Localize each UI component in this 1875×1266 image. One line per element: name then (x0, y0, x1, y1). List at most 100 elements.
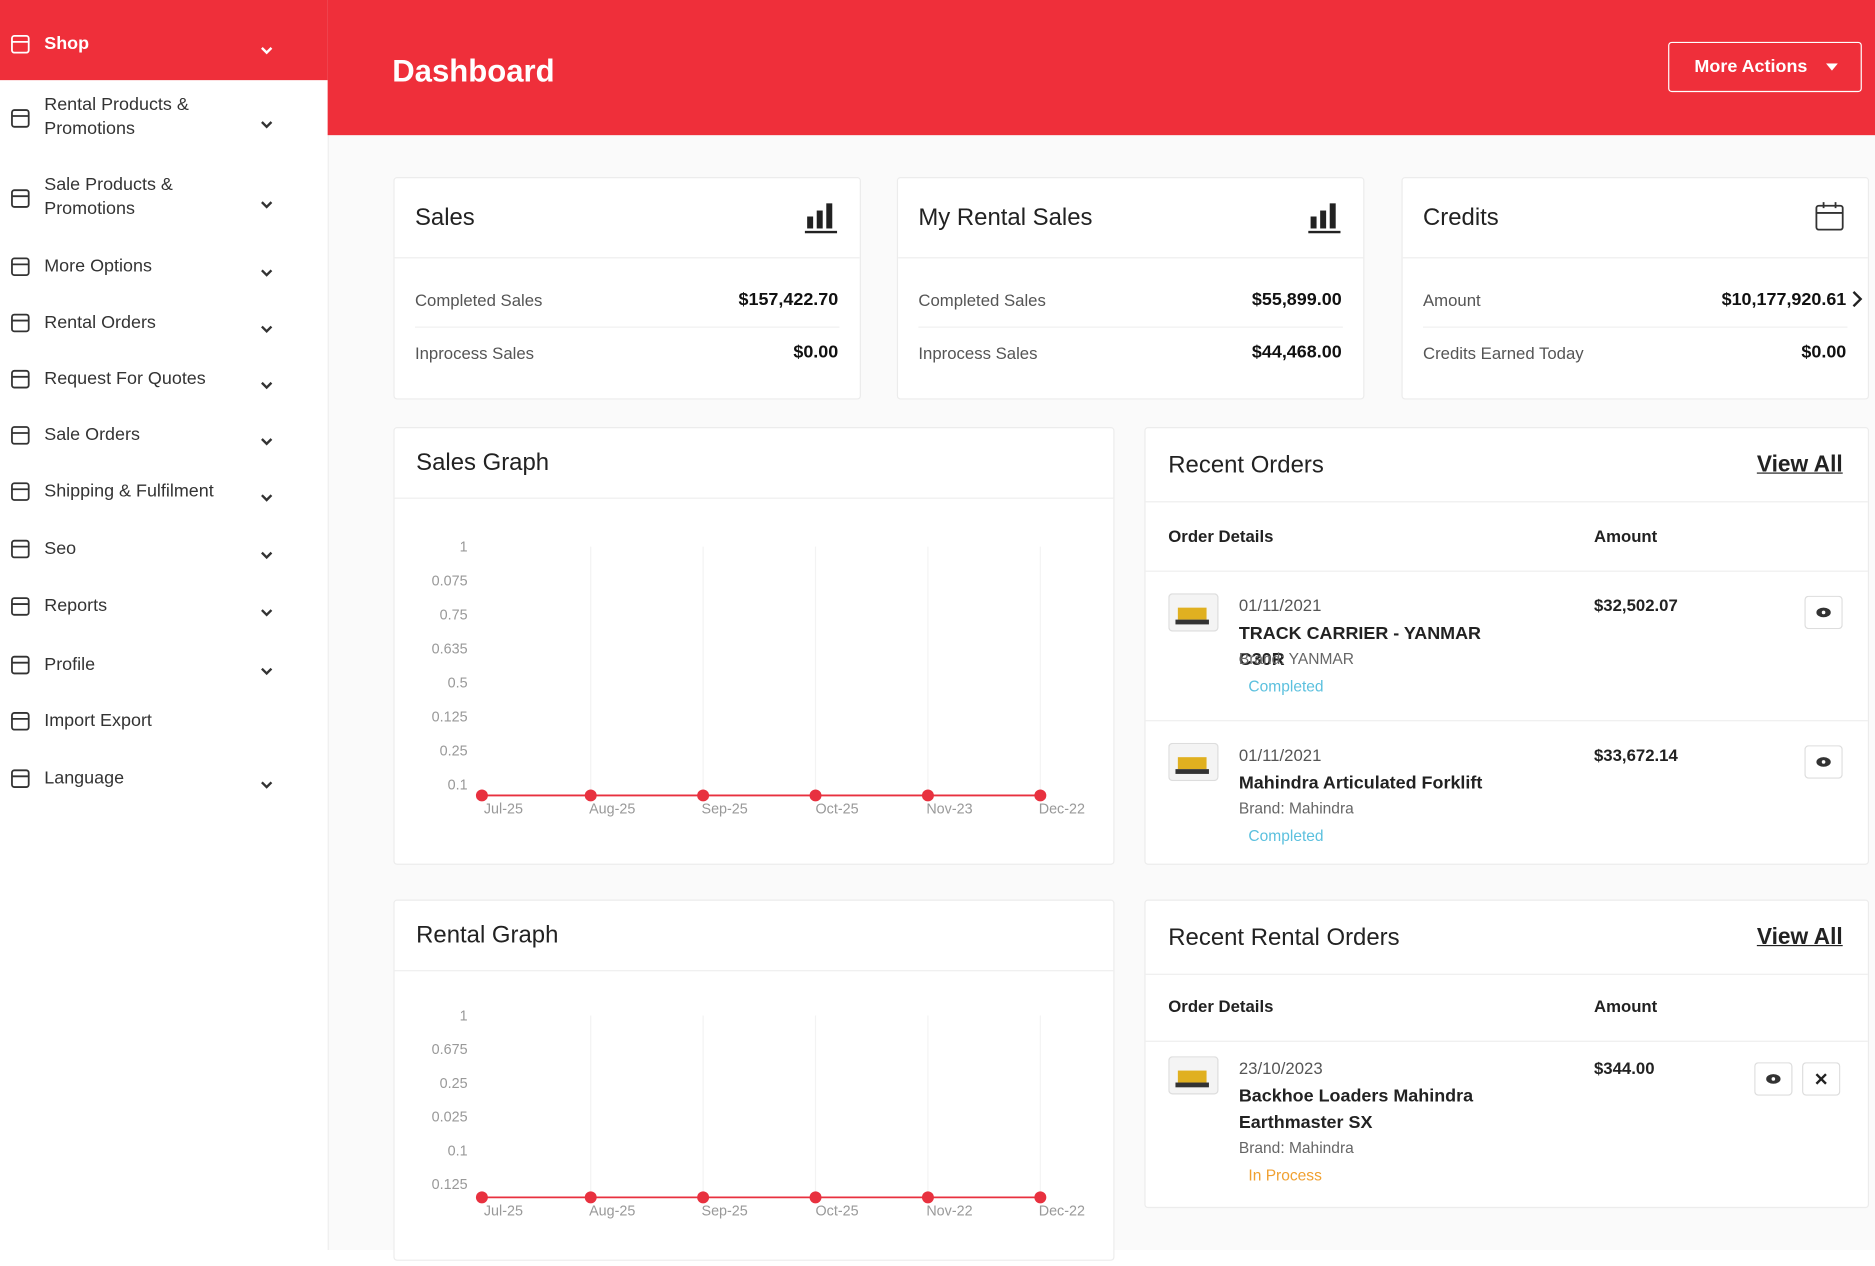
sidebar-item[interactable]: Sale Products & Promotions (0, 170, 328, 227)
graph: 1 0.075 0.75 0.635 0.5 0.125 0.25 0.1 Jul-25 Aug-… (432, 539, 1085, 817)
product-thumbnail (1168, 1056, 1219, 1095)
item-label: Sale Orders (44, 424, 140, 445)
y-tick-label: 0.75 (440, 607, 468, 623)
row-value: $10,177,920.61 (1721, 289, 1847, 310)
column-header: Order Details (1168, 996, 1274, 1016)
data-point (584, 789, 597, 802)
chevron (261, 381, 273, 390)
order-brand: Brand: YANMAR (1238, 649, 1355, 668)
sidebar-item[interactable]: Request For Quotes (0, 350, 328, 407)
view-button[interactable] (1804, 595, 1843, 630)
row-value: $157,422.70 (738, 289, 839, 310)
data-point (475, 789, 488, 802)
view-button[interactable] (1804, 745, 1843, 779)
order-status: Completed (1248, 826, 1324, 845)
card-icon (1308, 203, 1341, 234)
item-icon (11, 189, 30, 208)
data-point (809, 1191, 822, 1204)
item-label: More Options (44, 255, 152, 277)
x-tick-label: Sep-25 (702, 801, 748, 817)
sidebar-item[interactable]: Language (0, 750, 328, 807)
orders-card: Recent Orders View All Order Details Amount… (1144, 427, 1870, 865)
chevron (261, 667, 273, 676)
view-all-link[interactable]: View All (1756, 924, 1843, 950)
sidebar-item[interactable]: Rental Products & Promotions (0, 90, 328, 147)
order-amount: $33,672.14 (1593, 745, 1678, 765)
column-header: Amount (1593, 526, 1658, 546)
card-title: My Rental Sales (918, 204, 1093, 231)
divider (1402, 257, 1868, 259)
sidebar-item[interactable]: Shop (0, 16, 328, 73)
item-icon (11, 426, 30, 445)
item-icon (11, 597, 30, 616)
product-thumbnail (1168, 593, 1219, 632)
y-tick-label: 0.1 (448, 1143, 468, 1159)
y-tick-label: 0.125 (432, 709, 468, 725)
x-tick-label: Aug-25 (589, 801, 635, 817)
view-all-link[interactable]: View All (1756, 452, 1843, 478)
button-label: More Actions (1694, 56, 1808, 77)
sidebar-item[interactable]: Sale Orders (0, 407, 328, 464)
divider (898, 257, 1364, 259)
item-label: Rental Orders (44, 312, 156, 333)
divider (1145, 720, 1868, 722)
sidebar-item[interactable]: Shipping & Fulfilment (0, 463, 328, 520)
item-icon (11, 539, 30, 559)
card-title: Credits (1422, 204, 1499, 231)
sidebar-item[interactable]: Reports (0, 578, 328, 635)
divider (394, 497, 1114, 499)
row-value: $44,468.00 (1251, 342, 1342, 363)
chevron (261, 201, 273, 209)
sidebar-item[interactable]: Rental Orders (0, 294, 328, 351)
order-date: 01/11/2021 (1238, 745, 1322, 765)
graph-title: Sales Graph (416, 449, 550, 477)
card-icon (804, 203, 838, 234)
divider (1145, 1040, 1868, 1042)
view-button[interactable] (1754, 1062, 1793, 1096)
product-thumbnail (1168, 742, 1219, 782)
card-icon (1815, 202, 1844, 231)
order-amount: $344.00 (1593, 1058, 1655, 1078)
row-label: Completed Sales (918, 290, 1046, 310)
y-tick-label: 0.1 (448, 777, 468, 793)
sidebar-item[interactable]: More Options (0, 238, 328, 295)
x-tick-label: Nov-22 (926, 1203, 972, 1219)
y-tick-label: 0.025 (432, 1110, 468, 1126)
column-header: Amount (1593, 996, 1658, 1016)
graph-title: Rental Graph (416, 922, 559, 949)
header-bar: Dashboard More Actions (327, 0, 1875, 136)
orders-card: Recent Rental Orders View All Order Detail… (1144, 899, 1870, 1209)
item-label: Rental Products & Promotions (44, 94, 189, 139)
sidebar-item[interactable]: Import Export (0, 693, 328, 750)
data-point (584, 1191, 597, 1204)
row-value: $0.00 (793, 342, 839, 363)
chevron (261, 551, 273, 560)
chevron (261, 269, 273, 277)
item-label: Seo (44, 538, 77, 559)
data-point (697, 789, 710, 802)
orders-title: Recent Rental Orders (1168, 924, 1400, 951)
x-tick-label: Dec-22 (1039, 801, 1085, 817)
item-icon (11, 34, 30, 54)
chevron (261, 781, 273, 789)
item-icon (11, 109, 30, 128)
y-tick-label: 0.25 (440, 743, 468, 759)
cancel-button[interactable] (1802, 1062, 1841, 1096)
chevron (261, 438, 273, 446)
chevron-right[interactable] (1851, 289, 1863, 308)
item-label: Shop (44, 33, 90, 54)
order-brand: Brand: Mahindra (1238, 1138, 1354, 1157)
more-actions-button[interactable]: More Actions (1668, 41, 1862, 93)
item-label: Sale Products & Promotions (44, 174, 173, 219)
sidebar-item[interactable]: Profile (0, 636, 328, 693)
item-label: Reports (44, 595, 108, 617)
graph-card: Sales Graph 1 0.075 0.75 0.635 0.5 0.125 0.25 0.… (393, 427, 1115, 865)
order-date: 23/10/2023 (1238, 1058, 1323, 1078)
order-name: Backhoe Loaders Mahindra Earthmaster SX (1238, 1086, 1474, 1133)
order-brand: Brand: Mahindra (1238, 799, 1354, 817)
sidebar-item[interactable]: Seo (0, 520, 328, 577)
chevron (261, 47, 273, 55)
column-header: Order Details (1168, 526, 1274, 546)
x-tick-label: Oct-25 (816, 1203, 859, 1219)
